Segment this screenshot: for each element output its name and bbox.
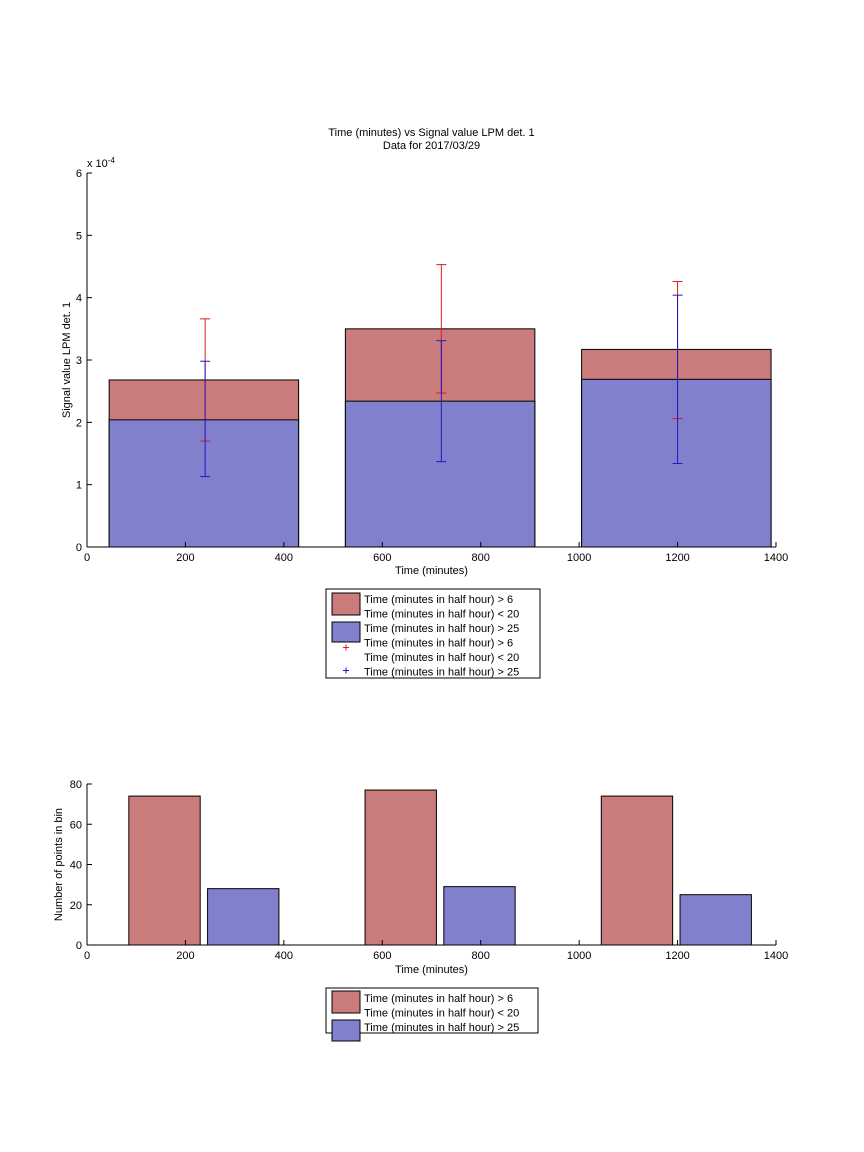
chart1-xtick-label: 200 <box>176 552 194 564</box>
chart2-legend-swatch-0 <box>331 990 361 1014</box>
chart2-xtick-label: 1000 <box>567 950 591 962</box>
chart2-xtick-label: 400 <box>275 950 293 962</box>
chart2-ytick-label: 40 <box>70 860 82 872</box>
chart1-bar-s1-0 <box>108 419 300 548</box>
chart1-ylabel: Signal value LPM det. 1 <box>61 302 73 418</box>
chart2-ytick-label: 60 <box>70 819 82 831</box>
chart2-legend-label-0-0: Time (minutes in half hour) > 6 <box>364 993 513 1005</box>
chart2-bar-s0-2 <box>600 795 674 946</box>
chart1-subtitle: Data for 2017/03/29 <box>383 140 480 152</box>
chart1-ytick-label: 4 <box>76 293 82 305</box>
chart1-legend-label-2-1: Time (minutes in half hour) < 20 <box>364 652 519 664</box>
chart1-y-exponent: x 10-4 <box>87 156 115 170</box>
chart1-title: Time (minutes) vs Signal value LPM det. … <box>328 127 534 139</box>
chart2-ytick-label: 20 <box>70 900 82 912</box>
chart2-legend-label-1-0: Time (minutes in half hour) > 25 <box>364 1022 519 1034</box>
chart2-legend-box <box>325 987 539 1034</box>
chart1-xtick-label: 0 <box>84 552 90 564</box>
chart2-xtick-label: 600 <box>373 950 391 962</box>
chart2-bar-s0-0 <box>128 795 201 946</box>
chart2-ylabel: Number of points in bin <box>53 808 65 921</box>
chart1-xlabel: Time (minutes) <box>395 565 468 577</box>
chart1-legend-label-0-1: Time (minutes in half hour) < 20 <box>364 609 519 621</box>
chart1-ytick-label: 0 <box>76 542 82 554</box>
chart2-xtick-label: 1200 <box>665 950 689 962</box>
chart2-bar-s1-1 <box>443 886 516 946</box>
chart1-xtick-label: 600 <box>373 552 391 564</box>
chart2-ytick-label: 0 <box>76 940 82 952</box>
chart1-errorbar-s1-2 <box>672 294 683 464</box>
chart1-bar-s1-1 <box>344 400 536 548</box>
chart2-xlabel: Time (minutes) <box>395 964 468 976</box>
chart2-ytick-label: 80 <box>70 779 82 791</box>
chart1-legend-label-3-0: Time (minutes in half hour) > 25 <box>364 667 519 679</box>
chart2-legend-swatch-1 <box>331 1019 361 1042</box>
chart1-xtick-label: 1000 <box>567 552 591 564</box>
chart1-legend-swatch-0 <box>331 592 361 616</box>
chart1-ytick-label: 1 <box>76 480 82 492</box>
chart1-legend-swatch-1 <box>331 621 361 643</box>
chart2-xtick-label: 800 <box>472 950 490 962</box>
chart1-legend-label-1-0: Time (minutes in half hour) > 25 <box>364 623 519 635</box>
chart2-bar-s1-2 <box>679 894 752 946</box>
chart1-errorbar-s1-0 <box>200 360 211 478</box>
chart1-ytick-label: 2 <box>76 417 82 429</box>
chart1-xtick-label: 800 <box>472 552 490 564</box>
chart2-bar-s0-1 <box>364 789 437 946</box>
chart2-legend-label-0-1: Time (minutes in half hour) < 20 <box>364 1008 519 1020</box>
chart1-xtick-label: 1400 <box>764 552 788 564</box>
chart1-xtick-label: 1200 <box>665 552 689 564</box>
chart2-xtick-label: 200 <box>176 950 194 962</box>
chart1-ytick-label: 6 <box>76 168 82 180</box>
chart2-bar-s1-0 <box>207 888 280 946</box>
chart2-xtick-label: 0 <box>84 950 90 962</box>
chart1-legend-box <box>325 588 541 679</box>
chart1-legend-label-0-0: Time (minutes in half hour) > 6 <box>364 594 513 606</box>
chart1-xtick-label: 400 <box>275 552 293 564</box>
chart2-xtick-label: 1400 <box>764 950 788 962</box>
chart1-legend-marker-2 <box>343 644 349 651</box>
chart1-ytick-label: 3 <box>76 355 82 367</box>
chart1-errorbar-s1-1 <box>436 340 447 463</box>
chart1-legend-marker-3 <box>343 667 349 674</box>
chart1-ytick-label: 5 <box>76 230 82 242</box>
chart1-legend-label-2-0: Time (minutes in half hour) > 6 <box>364 638 513 650</box>
